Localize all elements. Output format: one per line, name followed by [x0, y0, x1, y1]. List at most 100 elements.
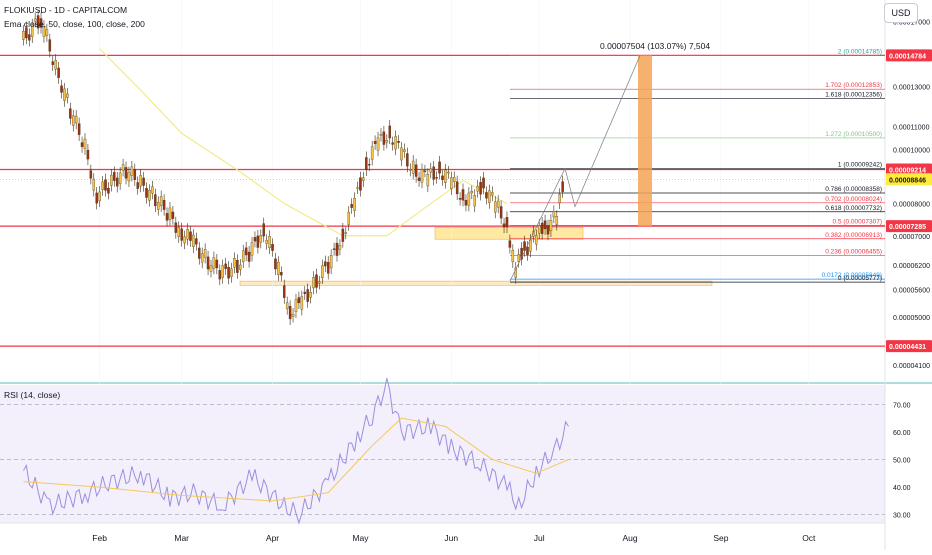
candle-body[interactable] — [200, 253, 204, 263]
candle-body[interactable] — [303, 291, 307, 294]
horizontal-levels[interactable] — [0, 54, 885, 347]
candle-body[interactable] — [461, 189, 465, 201]
candle-body[interactable] — [288, 306, 292, 320]
candle-body[interactable] — [338, 245, 342, 250]
candle-body[interactable] — [285, 302, 289, 309]
demand-zone[interactable] — [239, 280, 713, 286]
candle-body[interactable] — [151, 186, 154, 194]
candle-body[interactable] — [115, 177, 119, 187]
candle-body[interactable] — [165, 213, 169, 221]
candle-body[interactable] — [283, 285, 286, 298]
rsi-ma-line[interactable] — [23, 417, 569, 502]
candle-body[interactable] — [520, 247, 523, 260]
candle-body[interactable] — [69, 108, 72, 119]
candle-body[interactable] — [344, 232, 348, 234]
candle-body[interactable] — [318, 281, 321, 284]
candle-body[interactable] — [154, 194, 157, 207]
candle-body[interactable] — [397, 140, 400, 143]
candle-body[interactable] — [297, 297, 301, 304]
candle-body[interactable] — [540, 222, 544, 234]
projection-path[interactable] — [509, 55, 641, 282]
candle-body[interactable] — [227, 266, 230, 279]
candle-body[interactable] — [221, 265, 224, 278]
candle-body[interactable] — [33, 18, 37, 22]
rsi-line[interactable] — [23, 378, 569, 525]
candle-body[interactable] — [215, 259, 219, 269]
candle-body[interactable] — [409, 169, 412, 171]
candle-body[interactable] — [526, 246, 529, 255]
candle-body[interactable] — [259, 235, 263, 243]
candle-body[interactable] — [438, 161, 441, 174]
candle-body[interactable] — [262, 223, 265, 237]
candle-body[interactable] — [379, 133, 383, 136]
fibonacci-extension[interactable]: 2 (0.00014785) 1.702 (0.00012853) 1.618 (0… — [510, 48, 885, 283]
candle-body[interactable] — [177, 227, 181, 237]
candle-body[interactable] — [546, 225, 550, 235]
candle-body[interactable] — [224, 263, 227, 269]
candle-body[interactable] — [561, 181, 564, 192]
candle-body[interactable] — [95, 192, 98, 204]
candle-body[interactable] — [505, 217, 509, 228]
candle-body[interactable] — [113, 172, 116, 181]
candle-body[interactable] — [426, 174, 430, 187]
candle-body[interactable] — [535, 235, 538, 245]
candle-body[interactable] — [508, 240, 512, 248]
candle-body[interactable] — [447, 171, 450, 174]
candle-body[interactable] — [92, 178, 96, 191]
measure-tool[interactable] — [509, 55, 652, 282]
price-scale[interactable]: 0.00017000 0.00013000 0.00011000 0.00010000… — [893, 20, 930, 520]
candle-body[interactable] — [66, 93, 69, 98]
candle-body[interactable] — [80, 142, 84, 147]
candle-body[interactable] — [511, 250, 515, 263]
candle-body[interactable] — [470, 191, 474, 194]
candle-body[interactable] — [48, 39, 52, 52]
candle-body[interactable] — [183, 236, 186, 244]
candle-body[interactable] — [391, 142, 394, 145]
candle-body[interactable] — [359, 177, 362, 191]
candle-body[interactable] — [104, 179, 107, 191]
candle-body[interactable] — [411, 160, 415, 174]
candle-body[interactable] — [133, 169, 137, 180]
candle-body[interactable] — [406, 153, 409, 167]
candle-body[interactable] — [101, 181, 104, 190]
candle-body[interactable] — [452, 177, 456, 182]
candle-body[interactable] — [496, 200, 500, 208]
measure-bar[interactable] — [638, 55, 652, 227]
candle-body[interactable] — [25, 27, 28, 39]
candle-body[interactable] — [376, 137, 380, 151]
candle-body[interactable] — [209, 265, 213, 272]
candle-body[interactable] — [253, 237, 257, 242]
candle-body[interactable] — [326, 261, 330, 274]
candle-body[interactable] — [444, 169, 447, 183]
candle-body[interactable] — [335, 242, 339, 256]
candle-body[interactable] — [159, 196, 163, 206]
candle-body[interactable] — [315, 274, 318, 288]
candle-body[interactable] — [110, 174, 113, 186]
candle-body[interactable] — [162, 199, 166, 210]
candle-body[interactable] — [139, 175, 142, 187]
candle-body[interactable] — [555, 216, 559, 225]
candle-body[interactable] — [265, 239, 268, 244]
candle-body[interactable] — [473, 195, 476, 207]
candle-body[interactable] — [517, 254, 520, 262]
rsi-indicator[interactable] — [0, 378, 885, 525]
candle-body[interactable] — [467, 192, 471, 206]
candle-body[interactable] — [362, 177, 365, 181]
candle-body[interactable] — [63, 88, 66, 101]
candle-body[interactable] — [256, 235, 260, 248]
candle-body[interactable] — [277, 262, 280, 275]
candle-body[interactable] — [60, 85, 63, 93]
candle-body[interactable] — [192, 234, 195, 247]
candle-body[interactable] — [373, 141, 377, 144]
candle-body[interactable] — [83, 138, 87, 149]
candle-body[interactable] — [98, 191, 101, 202]
candle-body[interactable] — [247, 251, 251, 262]
candle-body[interactable] — [493, 201, 497, 213]
candle-body[interactable] — [476, 185, 479, 192]
candle-body[interactable] — [370, 146, 374, 160]
candle-body[interactable] — [450, 177, 453, 190]
candle-body[interactable] — [186, 229, 189, 240]
candle-body[interactable] — [212, 257, 216, 269]
candle-body[interactable] — [417, 177, 421, 181]
candle-body[interactable] — [156, 201, 160, 210]
